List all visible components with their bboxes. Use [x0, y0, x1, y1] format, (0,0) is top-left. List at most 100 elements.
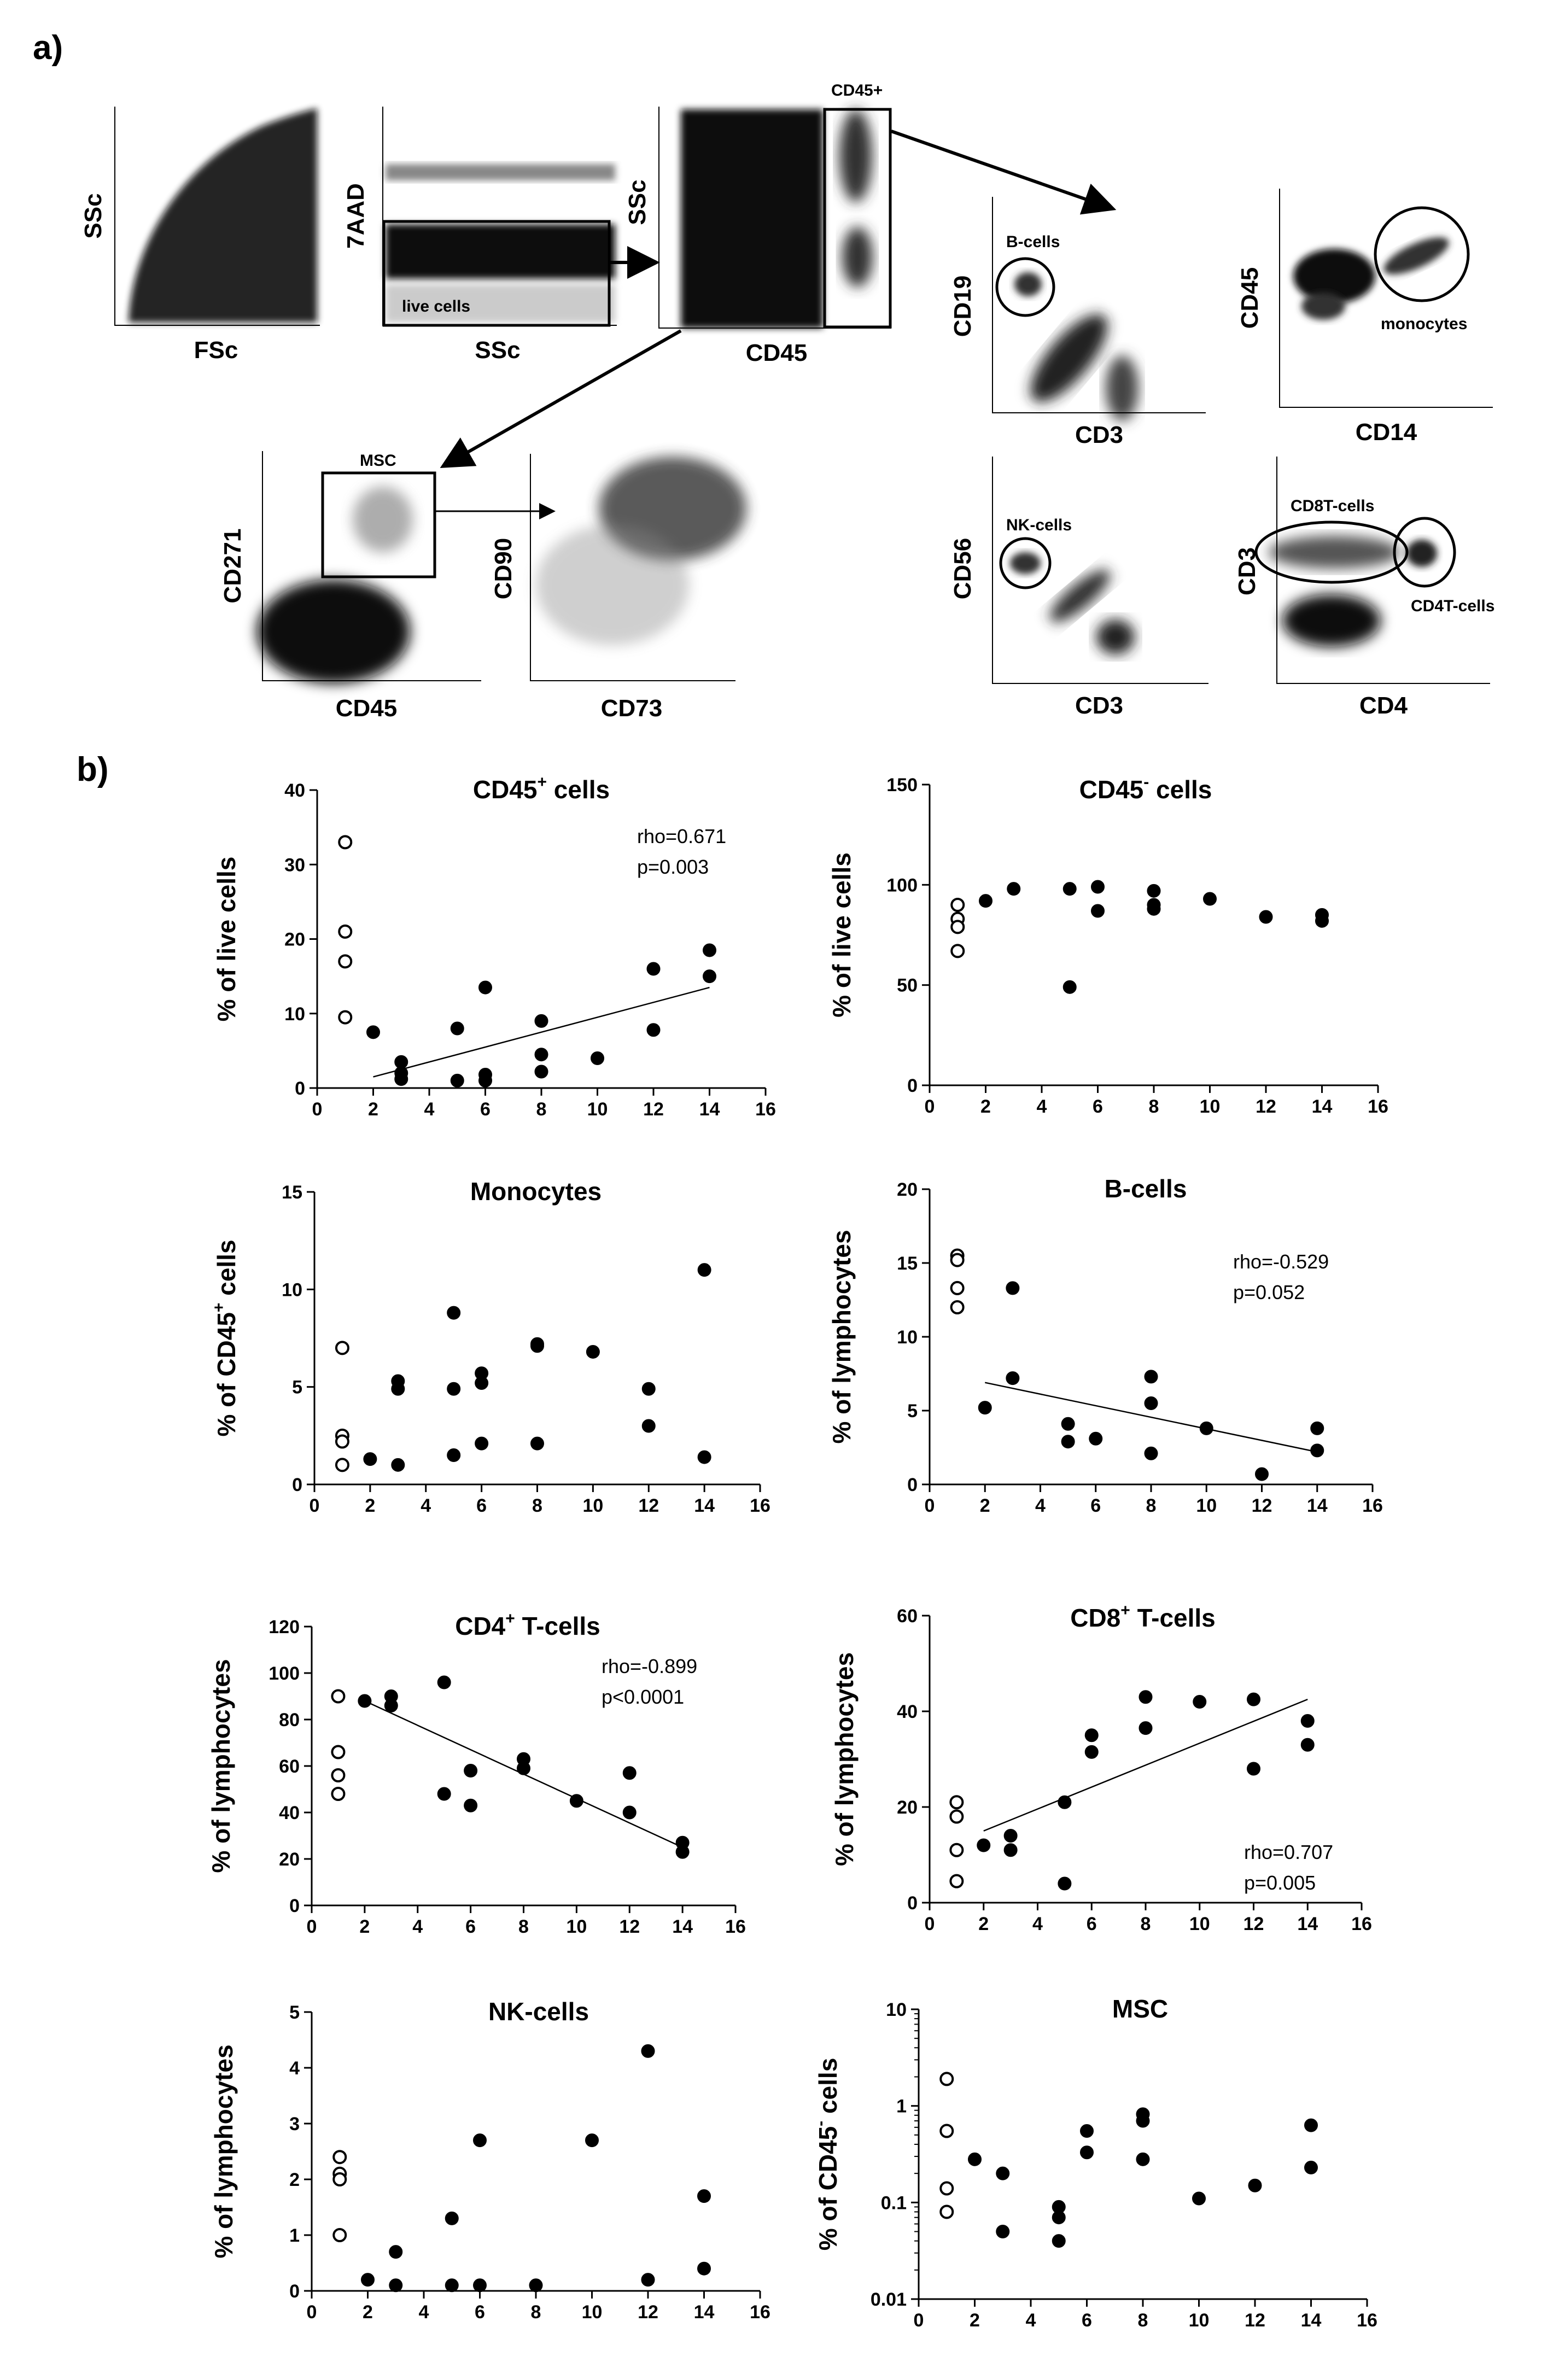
chart-c1: 0 2 4 6 8 10 12 14 16 0 10 20 30 40 CD45+ cells % of li… — [212, 773, 776, 1120]
data-point-filled — [447, 1306, 461, 1320]
flow-xlabel-cd45-2: CD45 — [336, 695, 398, 722]
x-tick-label: 0 — [925, 1495, 935, 1516]
data-point-filled — [475, 1376, 489, 1390]
data-point-filled — [473, 2133, 487, 2148]
y-tick-label: 10 — [897, 1327, 918, 1348]
flow-plot-cd14-cd45 — [1279, 189, 1493, 408]
flow-xlabel-cd4: CD4 — [1359, 692, 1408, 719]
data-point-open — [335, 1458, 349, 1472]
data-point-filled — [1139, 1721, 1153, 1735]
data-point-open — [949, 1809, 964, 1824]
x-tick-label: 10 — [1196, 1495, 1217, 1516]
x-tick-label: 12 — [1243, 1914, 1264, 1934]
y-axis-label: % of live cells — [212, 857, 241, 1022]
arrow-cd45pos-to-subsets — [891, 130, 1117, 215]
data-point-filled — [978, 1401, 992, 1415]
data-point-filled — [1247, 1692, 1260, 1706]
data-point-filled — [437, 1787, 451, 1801]
y-axis-label: % of live cells — [827, 852, 856, 1018]
x-tick-label: 10 — [566, 1916, 587, 1937]
y-tick-label: 10 — [282, 1279, 302, 1300]
data-point-open — [950, 1280, 965, 1295]
data-point-filled — [1300, 1738, 1315, 1752]
data-point-filled — [1248, 2178, 1262, 2192]
y-tick-label: 0 — [907, 1475, 918, 1495]
data-point-filled — [450, 1021, 464, 1036]
flow-ylabel-cd3: CD3 — [1234, 547, 1260, 595]
flow-ylabel-cd45: CD45 — [1236, 267, 1263, 329]
data-point-open — [338, 954, 353, 969]
data-point-filled — [1084, 1728, 1099, 1742]
chart-title: B-cells — [1105, 1174, 1187, 1203]
regression-line — [373, 986, 710, 1078]
y-tick-label: 80 — [279, 1710, 300, 1730]
x-tick-label: 4 — [1035, 1495, 1046, 1516]
x-tick-label: 10 — [582, 1495, 603, 1516]
data-point-filled — [389, 2278, 403, 2293]
data-point-filled — [517, 1761, 530, 1775]
y-tick-label: 2 — [289, 2170, 300, 2190]
x-tick-label: 4 — [1037, 1096, 1047, 1117]
y-tick-label: 0 — [289, 1896, 300, 1916]
data-point-filled — [646, 1023, 661, 1037]
data-point-open — [939, 2124, 954, 2138]
x-tick-label: 0 — [925, 1914, 935, 1934]
data-point-filled — [1080, 2124, 1094, 2138]
data-point-filled — [389, 2245, 403, 2259]
y-tick-label: 10 — [284, 1004, 305, 1025]
data-point-filled — [464, 1764, 478, 1777]
x-tick-label: 8 — [1138, 2310, 1148, 2331]
x-tick-label: 4 — [1026, 2310, 1036, 2331]
x-tick-label: 2 — [978, 1914, 989, 1934]
chart-title: MSC — [1112, 1995, 1168, 2023]
nk-cells-gate — [999, 537, 1052, 589]
y-axis-label: % of lymphocytes — [830, 1652, 859, 1866]
x-tick-label: 14 — [672, 1916, 693, 1937]
x-tick-label: 8 — [1141, 1914, 1151, 1934]
x-tick-label: 14 — [694, 2302, 715, 2323]
y-tick-label: 20 — [897, 1179, 918, 1200]
data-point-open — [331, 1689, 346, 1704]
data-point-filled — [1061, 1435, 1075, 1449]
x-tick-label: 6 — [1087, 1914, 1097, 1934]
y-tick-label: 4 — [289, 2058, 300, 2079]
flow-xlabel-cd3: CD3 — [1075, 422, 1123, 448]
live-cells-gate — [382, 220, 611, 327]
x-tick-label: 14 — [694, 1495, 715, 1516]
x-tick-label: 6 — [1082, 2310, 1092, 2331]
x-tick-label: 8 — [536, 1099, 547, 1120]
flow-ylabel-cd19: CD19 — [949, 276, 976, 337]
data-point-filled — [1310, 1421, 1324, 1435]
data-point-filled — [968, 2152, 982, 2166]
x-tick-label: 12 — [638, 2302, 658, 2323]
gate-label-live-cells: live cells — [402, 297, 470, 315]
data-point-filled — [1091, 904, 1105, 918]
gate-label-cd4t-cells: CD4T-cells — [1411, 597, 1494, 615]
data-point-open — [950, 944, 965, 958]
data-point-filled — [534, 1065, 548, 1079]
x-tick-label: 16 — [1351, 1914, 1372, 1934]
y-tick-label: 150 — [886, 775, 918, 796]
x-tick-label: 2 — [363, 2302, 373, 2323]
data-point-filled — [1061, 1417, 1075, 1431]
x-tick-label: 16 — [1368, 1096, 1388, 1117]
x-tick-label: 14 — [1301, 2310, 1322, 2331]
x-tick-label: 4 — [419, 2302, 429, 2323]
y-tick-label: 40 — [284, 780, 305, 801]
data-point-filled — [450, 1073, 464, 1087]
x-tick-label: 8 — [532, 1495, 542, 1516]
x-tick-label: 4 — [412, 1916, 423, 1937]
chart-title: CD4+ T-cells — [455, 1610, 600, 1640]
arrow-cd45-to-msc — [440, 329, 682, 468]
y-tick-label: 0 — [295, 1078, 305, 1099]
data-point-filled — [361, 2273, 375, 2287]
data-point-open — [949, 1795, 964, 1810]
data-point-filled — [1193, 1695, 1207, 1709]
chart-c8: 0 2 4 6 8 10 12 14 16 0.01 0.1 1 10 MSC % of CD45- cel… — [811, 1995, 1377, 2331]
y-tick-label: 0 — [289, 2281, 300, 2302]
data-point-open — [338, 1010, 353, 1025]
data-point-open — [335, 1434, 349, 1449]
flow-xlabel-cd14: CD14 — [1356, 419, 1417, 446]
